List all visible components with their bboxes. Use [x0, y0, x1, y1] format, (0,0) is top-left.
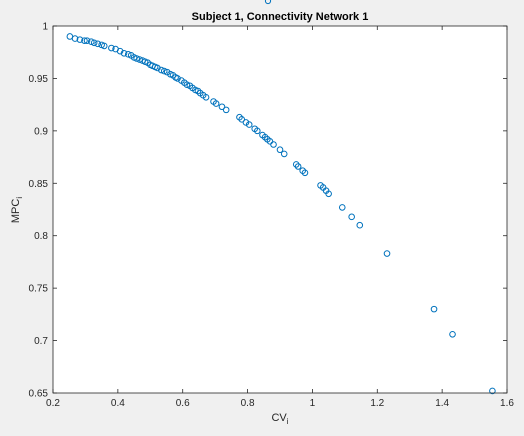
x-tick-label: 0.2 [46, 398, 60, 409]
x-tick-label: 0.6 [176, 398, 190, 409]
data-point[interactable] [154, 64, 161, 72]
data-point[interactable] [222, 106, 230, 114]
x-axis-label: CVi [271, 412, 288, 426]
chart-title: Subject 1, Connectivity Network 1 [192, 11, 369, 23]
data-point[interactable] [383, 250, 391, 257]
y-tick-label: 1 [42, 22, 48, 33]
x-tick-label: 0.8 [241, 398, 255, 409]
data-point[interactable] [100, 42, 108, 50]
data-point[interactable] [242, 119, 250, 126]
data-point[interactable] [116, 47, 124, 55]
x-axis-label-subscript: i [287, 417, 289, 426]
data-point[interactable] [245, 121, 253, 128]
data-point[interactable] [94, 40, 102, 48]
data-point[interactable] [338, 204, 346, 211]
data-point[interactable] [90, 39, 98, 47]
x-axis-label-main: CV [271, 412, 287, 424]
y-tick-label: 0.85 [29, 179, 49, 190]
data-point[interactable] [301, 169, 309, 177]
data-point[interactable] [133, 55, 140, 62]
data-point[interactable] [449, 330, 456, 338]
data-point[interactable] [270, 141, 277, 148]
data-point[interactable] [218, 103, 226, 111]
y-tick-label: 0.8 [34, 231, 48, 242]
data-point[interactable] [81, 37, 88, 44]
data-point[interactable] [71, 35, 79, 42]
data-point[interactable] [292, 161, 300, 168]
data-point[interactable] [124, 51, 132, 58]
data-point[interactable] [238, 116, 246, 123]
y-tick-label: 0.65 [29, 389, 49, 400]
data-point[interactable] [348, 213, 355, 221]
y-tick-label: 0.9 [34, 126, 48, 137]
data-points [66, 33, 496, 395]
data-point[interactable] [280, 150, 288, 158]
x-tick-label: 1 [310, 398, 316, 409]
x-tick-label: 1.6 [500, 398, 514, 409]
plot-area[interactable] [53, 26, 507, 393]
data-point[interactable] [160, 67, 168, 75]
data-point[interactable] [174, 75, 181, 82]
data-point[interactable] [202, 94, 210, 101]
y-axis-label-main: MPC [10, 199, 22, 224]
y-tick-label: 0.95 [29, 74, 49, 85]
data-point[interactable] [430, 305, 438, 313]
data-point[interactable] [163, 68, 171, 76]
data-point[interactable] [108, 44, 115, 52]
data-point[interactable] [212, 100, 220, 107]
data-point[interactable] [158, 66, 165, 74]
x-tick-label: 1.4 [435, 398, 449, 409]
y-axis-label-subscript: i [15, 197, 24, 199]
data-point[interactable] [120, 49, 128, 57]
y-axis-label: MPCi [10, 197, 24, 223]
data-point[interactable] [294, 163, 302, 170]
data-point[interactable] [83, 37, 91, 44]
data-point[interactable] [253, 127, 261, 135]
data-point[interactable] [276, 146, 284, 154]
data-point[interactable] [356, 221, 364, 229]
data-point[interactable] [136, 56, 143, 63]
axes-box [52, 25, 508, 394]
clipped-marker [264, 0, 272, 5]
data-point[interactable] [87, 38, 95, 46]
y-tick-label: 0.7 [34, 336, 48, 347]
data-point[interactable] [76, 36, 84, 43]
data-point[interactable] [325, 190, 332, 198]
x-tick-label: 1.2 [370, 398, 384, 409]
x-tick-label: 0.4 [111, 398, 125, 409]
data-point[interactable] [489, 387, 496, 395]
data-point[interactable] [183, 81, 191, 89]
y-tick-label: 0.75 [29, 284, 49, 295]
